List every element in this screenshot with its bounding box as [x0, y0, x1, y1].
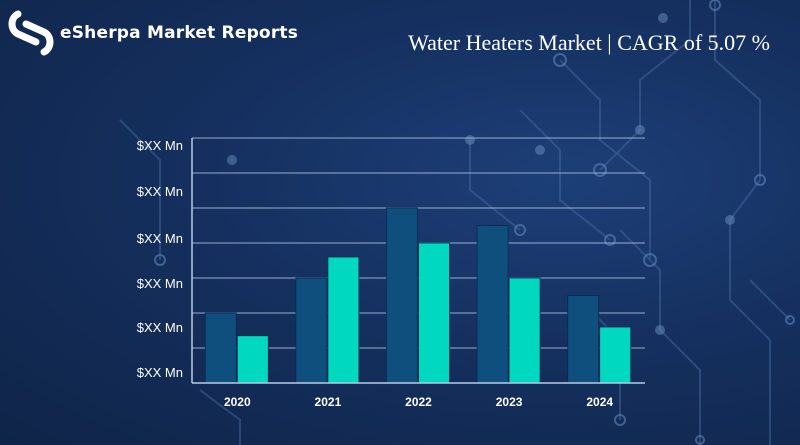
bar-2022-series-1 — [386, 207, 418, 384]
chart-title: Water Heaters Market | CAGR of 5.07 % — [408, 30, 770, 55]
esherpa-logo-icon — [8, 10, 54, 56]
x-tick-label: 2021 — [315, 395, 342, 409]
bar-2020-series-2 — [236, 335, 269, 384]
y-tick-label: $XX Mn — [137, 231, 183, 246]
bar-2020-series-1 — [204, 312, 237, 384]
x-tick-label: 2020 — [224, 395, 251, 409]
x-tick-label: 2024 — [586, 395, 613, 409]
bar-2021-series-1 — [295, 277, 328, 384]
bar-2023-series-2 — [508, 277, 541, 384]
chart-axes — [191, 138, 645, 384]
y-tick-label: $XX Mn — [137, 184, 183, 199]
y-tick-label: $XX Mn — [137, 138, 183, 153]
y-tick-label: $XX Mn — [137, 320, 183, 335]
bar-2024-series-1 — [567, 295, 600, 384]
x-tick-label: 2022 — [405, 395, 432, 409]
x-tick-label: 2023 — [496, 395, 523, 409]
bar-2023-series-1 — [476, 225, 509, 384]
x-axis-tick-labels: 2020 2021 2022 2023 2024 — [224, 395, 613, 409]
brand-logo: eSherpa Market Reports — [8, 8, 298, 58]
y-axis-tick-labels: $XX Mn $XX Mn $XX Mn $XX Mn $XX Mn $XX Mn — [137, 138, 183, 380]
y-tick-label: $XX Mn — [137, 365, 183, 380]
chart-bars — [204, 207, 632, 384]
bar-2021-series-2 — [327, 256, 360, 384]
brand-name: eSherpa Market Reports — [60, 23, 299, 43]
bar-2022-series-2 — [418, 242, 450, 384]
y-tick-label: $XX Mn — [137, 276, 183, 291]
bar-2024-series-2 — [599, 326, 632, 384]
